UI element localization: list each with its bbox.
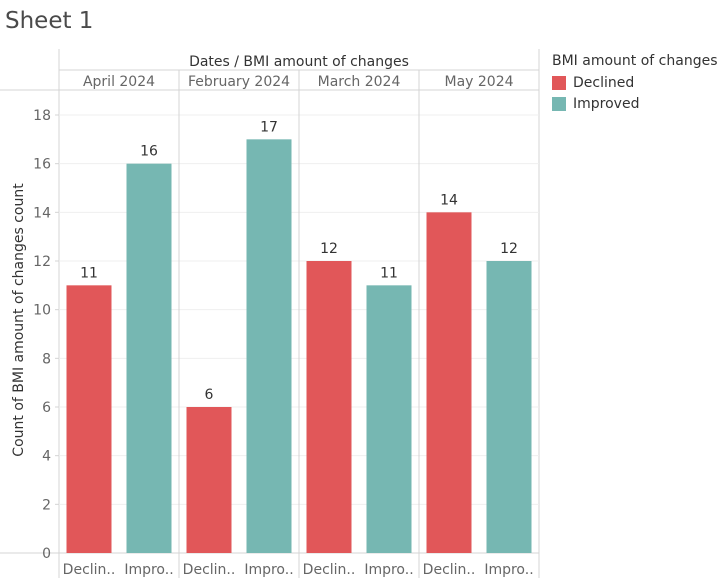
legend-swatch-improved bbox=[552, 96, 566, 111]
bar-declined bbox=[426, 212, 472, 554]
pane-header-label: February 2024 bbox=[188, 74, 290, 90]
legend-label-declined: Declined bbox=[573, 74, 635, 91]
bar-improved bbox=[366, 285, 412, 553]
sheet-title: Sheet 1 bbox=[5, 8, 94, 34]
x-tick-label: Impro.. bbox=[364, 562, 413, 578]
bar-value-label: 17 bbox=[260, 119, 278, 135]
y-tick-label: 12 bbox=[33, 254, 51, 270]
legend-swatch-declined bbox=[552, 75, 566, 90]
y-tick-label: 16 bbox=[33, 157, 51, 173]
legend-label-improved: Improved bbox=[573, 95, 640, 112]
y-tick-label: 18 bbox=[33, 108, 51, 124]
legend-title: BMI amount of changes bbox=[552, 53, 718, 69]
pane-header-label: April 2024 bbox=[83, 74, 155, 90]
y-tick-label: 14 bbox=[33, 205, 51, 221]
y-tick-label: 10 bbox=[33, 303, 51, 319]
x-tick-label: Impro.. bbox=[244, 562, 293, 578]
column-header-title: Dates / BMI amount of changes bbox=[189, 54, 409, 70]
legend-item-improved[interactable]: Improved bbox=[552, 93, 718, 114]
bar-value-label: 11 bbox=[80, 265, 98, 281]
y-tick-label: 8 bbox=[42, 351, 51, 367]
x-tick-label: Impro.. bbox=[484, 562, 533, 578]
bar-value-label: 16 bbox=[140, 144, 158, 160]
legend: BMI amount of changes Declined Improved bbox=[552, 53, 718, 114]
pane-header-label: March 2024 bbox=[318, 74, 401, 90]
x-tick-label: Declin.. bbox=[63, 562, 116, 578]
bar-value-label: 11 bbox=[380, 265, 398, 281]
y-tick-label: 0 bbox=[42, 546, 51, 562]
bar-value-label: 12 bbox=[320, 241, 338, 257]
x-tick-label: Declin.. bbox=[423, 562, 476, 578]
y-tick-label: 6 bbox=[42, 400, 51, 416]
x-tick-label: Impro.. bbox=[124, 562, 173, 578]
x-tick-label: Declin.. bbox=[183, 562, 236, 578]
y-tick-label: 4 bbox=[42, 449, 51, 465]
bar-declined bbox=[306, 261, 352, 553]
bar-improved bbox=[486, 261, 532, 553]
bar-value-label: 14 bbox=[440, 192, 458, 208]
y-tick-label: 2 bbox=[42, 497, 51, 513]
bar-declined bbox=[66, 285, 112, 553]
bar-improved bbox=[126, 163, 172, 553]
bar-value-label: 12 bbox=[500, 241, 518, 257]
y-axis-title: Count of BMI amount of changes count bbox=[11, 183, 27, 457]
bar-value-label: 6 bbox=[205, 387, 214, 403]
x-tick-label: Declin.. bbox=[303, 562, 356, 578]
legend-item-declined[interactable]: Declined bbox=[552, 72, 718, 93]
pane-header-label: May 2024 bbox=[444, 74, 513, 90]
bar-improved bbox=[246, 139, 292, 554]
bar-declined bbox=[186, 407, 232, 553]
